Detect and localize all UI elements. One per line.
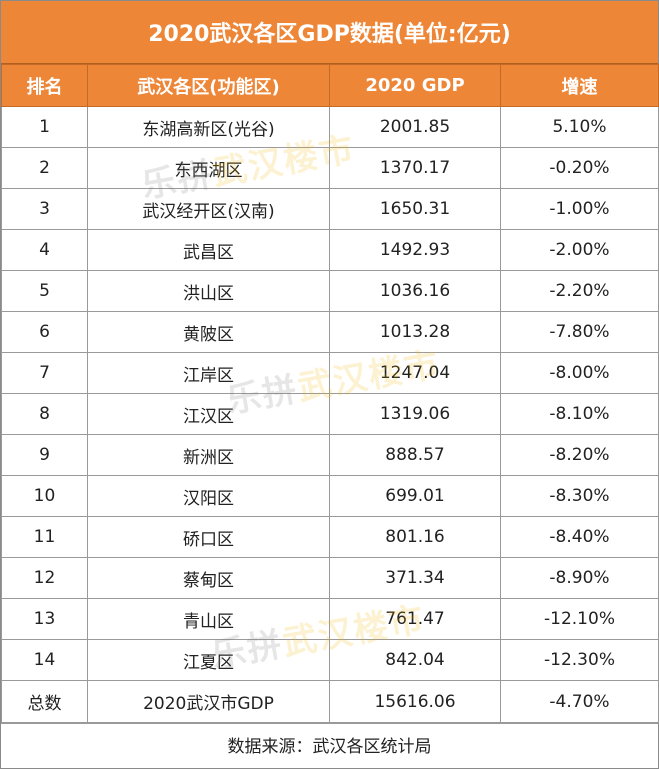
table-row: 1 东湖高新区(光谷) 2001.85 5.10% [1, 106, 659, 148]
cell-rank: 3 [1, 188, 88, 230]
cell-growth: -8.20% [500, 434, 659, 476]
cell-rank: 10 [1, 475, 88, 517]
cell-rank: 14 [1, 639, 88, 681]
cell-district: 洪山区 [87, 270, 330, 312]
cell-gdp: 1036.16 [329, 270, 501, 312]
cell-growth: 5.10% [500, 106, 659, 148]
cell-growth: -8.30% [500, 475, 659, 517]
cell-district: 东湖高新区(光谷) [87, 106, 330, 148]
cell-district: 东西湖区 [87, 147, 330, 189]
cell-district: 蔡甸区 [87, 557, 330, 599]
cell-rank: 11 [1, 516, 88, 558]
cell-gdp: 1013.28 [329, 311, 501, 353]
cell-gdp: 842.04 [329, 639, 501, 681]
cell-rank: 8 [1, 393, 88, 435]
cell-gdp: 801.16 [329, 516, 501, 558]
cell-district: 武汉经开区(汉南) [87, 188, 330, 230]
cell-gdp: 1247.04 [329, 352, 501, 394]
cell-district: 黄陂区 [87, 311, 330, 353]
cell-gdp: 888.57 [329, 434, 501, 476]
cell-district: 江岸区 [87, 352, 330, 394]
cell-district: 江汉区 [87, 393, 330, 435]
cell-gdp: 371.34 [329, 557, 501, 599]
table-row: 13 青山区 761.47 -12.10% [1, 598, 659, 640]
cell-gdp: 1492.93 [329, 229, 501, 271]
cell-growth: -7.80% [500, 311, 659, 353]
table-row: 3 武汉经开区(汉南) 1650.31 -1.00% [1, 188, 659, 230]
cell-growth: -12.30% [500, 639, 659, 681]
table-row: 4 武昌区 1492.93 -2.00% [1, 229, 659, 271]
total-row: 总数 2020武汉市GDP 15616.06 -4.70% [1, 680, 659, 723]
cell-gdp: 761.47 [329, 598, 501, 640]
header-row: 排名 武汉各区(功能区) 2020 GDP 增速 [1, 64, 659, 107]
cell-growth: -1.00% [500, 188, 659, 230]
cell-growth: -8.90% [500, 557, 659, 599]
table-row: 10 汉阳区 699.01 -8.30% [1, 475, 659, 517]
table-title: 2020武汉各区GDP数据(单位:亿元) [1, 1, 658, 64]
table-row: 14 江夏区 842.04 -12.30% [1, 639, 659, 681]
header-gdp: 2020 GDP [329, 64, 501, 107]
table-row: 11 硚口区 801.16 -8.40% [1, 516, 659, 558]
total-cell-growth: -4.70% [500, 680, 659, 723]
cell-district: 武昌区 [87, 229, 330, 271]
gdp-table: 排名 武汉各区(功能区) 2020 GDP 增速 1 东湖高新区(光谷) 2001.… [1, 64, 659, 723]
cell-rank: 5 [1, 270, 88, 312]
cell-growth: -2.20% [500, 270, 659, 312]
table-row: 7 江岸区 1247.04 -8.00% [1, 352, 659, 394]
cell-growth: -12.10% [500, 598, 659, 640]
cell-gdp: 2001.85 [329, 106, 501, 148]
table-row: 12 蔡甸区 371.34 -8.90% [1, 557, 659, 599]
table-row: 2 东西湖区 1370.17 -0.20% [1, 147, 659, 189]
cell-gdp: 699.01 [329, 475, 501, 517]
cell-rank: 6 [1, 311, 88, 353]
cell-rank: 9 [1, 434, 88, 476]
data-source: 数据来源：武汉各区统计局 [1, 723, 658, 765]
table-row: 9 新洲区 888.57 -8.20% [1, 434, 659, 476]
cell-rank: 1 [1, 106, 88, 148]
cell-rank: 13 [1, 598, 88, 640]
total-cell-label: 总数 [1, 680, 88, 723]
cell-growth: -0.20% [500, 147, 659, 189]
cell-district: 汉阳区 [87, 475, 330, 517]
cell-growth: -8.00% [500, 352, 659, 394]
cell-gdp: 1319.06 [329, 393, 501, 435]
total-cell-name: 2020武汉市GDP [87, 680, 330, 723]
table-row: 6 黄陂区 1013.28 -7.80% [1, 311, 659, 353]
cell-rank: 4 [1, 229, 88, 271]
cell-growth: -8.10% [500, 393, 659, 435]
cell-rank: 2 [1, 147, 88, 189]
table-row: 5 洪山区 1036.16 -2.20% [1, 270, 659, 312]
cell-district: 江夏区 [87, 639, 330, 681]
cell-gdp: 1650.31 [329, 188, 501, 230]
table-row: 8 江汉区 1319.06 -8.10% [1, 393, 659, 435]
cell-rank: 7 [1, 352, 88, 394]
cell-growth: -8.40% [500, 516, 659, 558]
total-cell-gdp: 15616.06 [329, 680, 501, 723]
cell-district: 硚口区 [87, 516, 330, 558]
header-rank: 排名 [1, 64, 88, 107]
header-district: 武汉各区(功能区) [87, 64, 330, 107]
cell-gdp: 1370.17 [329, 147, 501, 189]
cell-district: 青山区 [87, 598, 330, 640]
header-growth: 增速 [500, 64, 659, 107]
cell-growth: -2.00% [500, 229, 659, 271]
cell-district: 新洲区 [87, 434, 330, 476]
cell-rank: 12 [1, 557, 88, 599]
